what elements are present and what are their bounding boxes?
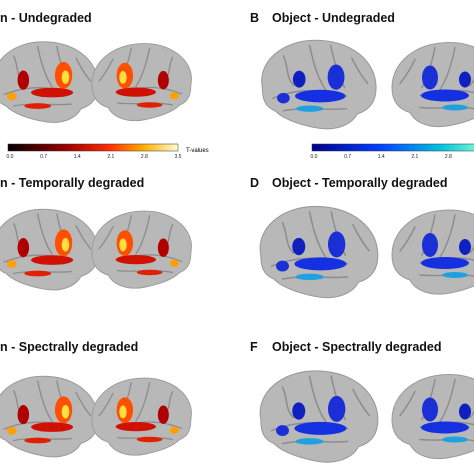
panel-title: n - Temporally degraded bbox=[0, 176, 144, 190]
panel-letter: F bbox=[250, 340, 258, 354]
panel-title: n - Undegraded bbox=[0, 11, 92, 25]
panel-title: Object - Temporally degraded bbox=[272, 176, 448, 190]
brain-row bbox=[0, 370, 474, 463]
colorbar-ticks: 0.0 0.7 1.4 2.1 2.8 3.5 bbox=[7, 154, 182, 160]
panel-letter: D bbox=[250, 176, 259, 190]
colorbar-tick-label: 0.7 bbox=[40, 154, 47, 160]
brain-row bbox=[0, 205, 474, 299]
panel-title: Object - Undegraded bbox=[272, 11, 395, 25]
panel-title: n - Spectrally degraded bbox=[0, 340, 138, 354]
colorbar-tick-label: 0.7 bbox=[344, 154, 351, 160]
colorbar-ticks: 0.0 0.7 1.4 2.1 2.8 bbox=[311, 154, 453, 160]
panel-title: Object - Spectrally degraded bbox=[272, 340, 442, 354]
colorbar-tick-label: 2.8 bbox=[445, 154, 452, 160]
brain-row bbox=[0, 39, 474, 130]
colorbar-tick-label: 2.8 bbox=[141, 154, 148, 160]
colorbar-tick-label: 2.1 bbox=[107, 154, 114, 160]
colorbar-tick-label: 3.5 bbox=[175, 154, 182, 160]
colorbar-tick-label: 0.0 bbox=[7, 154, 14, 160]
colorbar-tick-label: 2.1 bbox=[411, 154, 418, 160]
colorbar-tick-label: 1.4 bbox=[74, 154, 81, 160]
colorbar-tick-label: 0.0 bbox=[311, 154, 318, 160]
colorbar-label: T-values bbox=[186, 148, 209, 154]
panel-letter: B bbox=[250, 11, 259, 25]
colorbar-tick-label: 1.4 bbox=[378, 154, 385, 160]
colorbar bbox=[311, 143, 474, 152]
colorbar bbox=[7, 143, 179, 152]
